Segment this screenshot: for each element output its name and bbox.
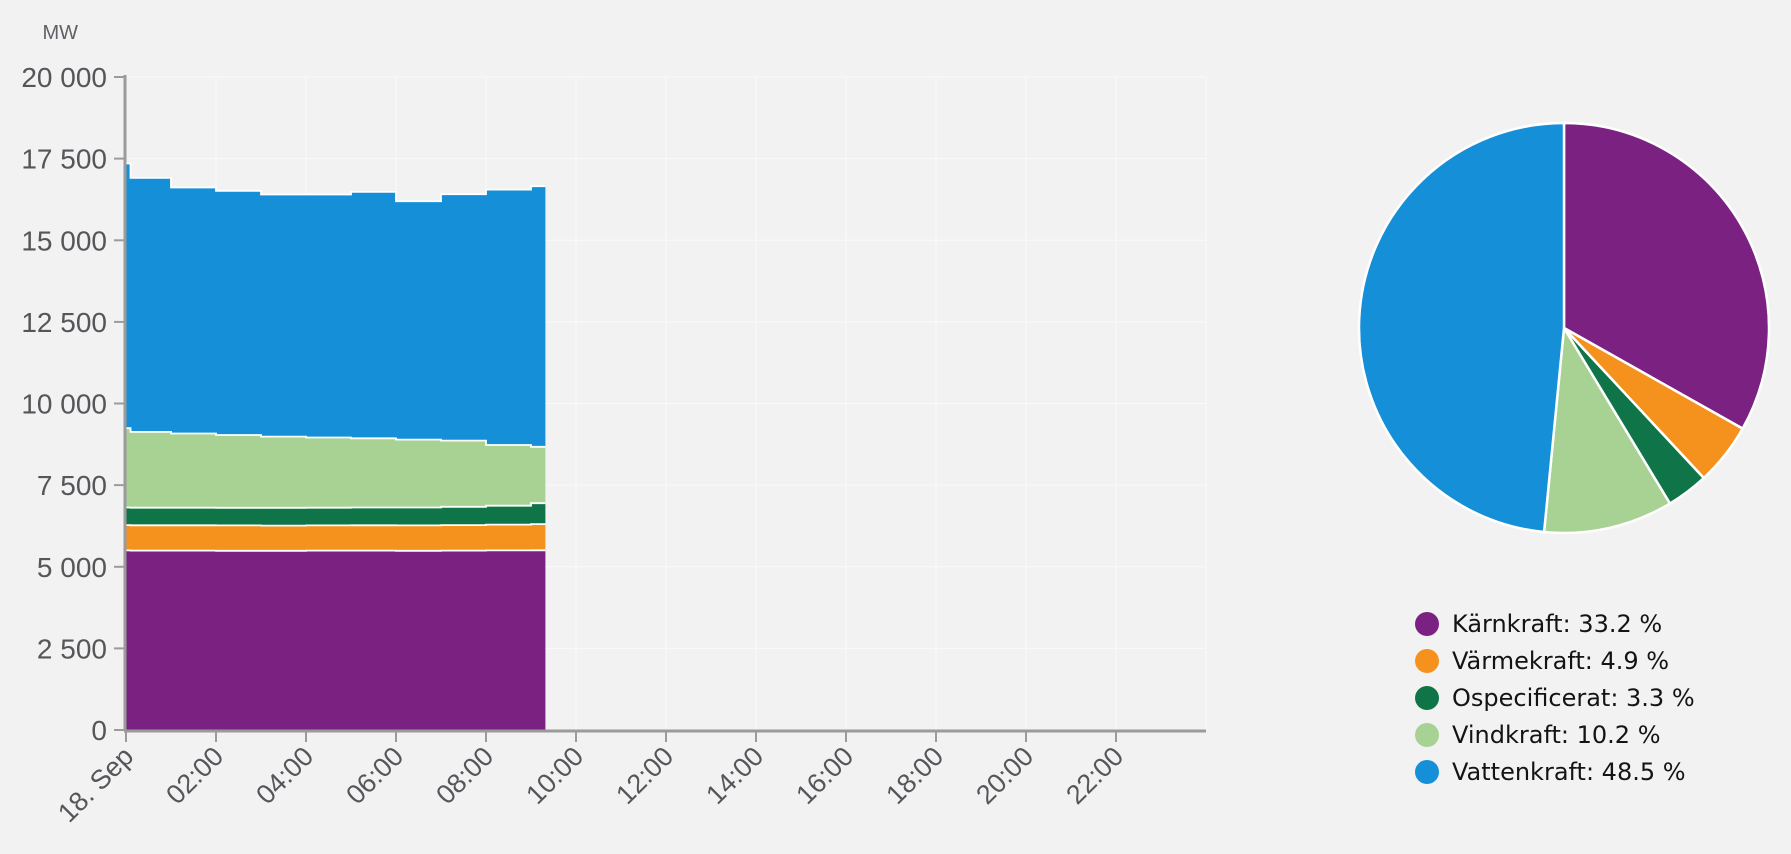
y-axis-label: 20 000 bbox=[21, 62, 107, 93]
area-border-karnkraft bbox=[126, 549, 546, 552]
x-axis-label: 06:00 bbox=[340, 741, 409, 810]
pie-slice-vindkraft[interactable] bbox=[1542, 326, 1672, 535]
x-axis-label: 14:00 bbox=[700, 741, 769, 810]
legend-swatch-vattenkraft bbox=[1415, 759, 1439, 784]
area-series-varmekraft[interactable] bbox=[126, 524, 546, 551]
area-border-vattenkraft bbox=[126, 162, 546, 203]
pie-legend: Kärnkraft: 33.2 % Värmekraft: 4.9 % Ospe… bbox=[1415, 605, 1695, 790]
x-axis-label: 22:00 bbox=[1060, 741, 1129, 810]
y-axis-label: 15 000 bbox=[21, 225, 107, 256]
x-axis-label: 20:00 bbox=[970, 741, 1039, 810]
legend-swatch-vindkraft bbox=[1415, 722, 1439, 747]
x-axis-label: 04:00 bbox=[250, 741, 319, 810]
area-border-vindkraft bbox=[126, 427, 546, 448]
area-border-ospecificerat bbox=[126, 502, 546, 509]
x-axis-label: 10:00 bbox=[520, 741, 589, 810]
legend-item-vattenkraft[interactable]: Vattenkraft: 48.5 % bbox=[1415, 753, 1695, 790]
y-axis-label: 10 000 bbox=[21, 389, 107, 420]
y-axis-label: 0 bbox=[91, 715, 107, 746]
x-axis-label: 18:00 bbox=[880, 741, 949, 810]
legend-label-vattenkraft: Vattenkraft: 48.5 % bbox=[1452, 757, 1686, 786]
area-series-karnkraft[interactable] bbox=[126, 550, 546, 730]
y-axis-label: 5 000 bbox=[37, 552, 107, 583]
legend-swatch-varmekraft bbox=[1415, 648, 1439, 673]
legend-item-karnkraft[interactable]: Kärnkraft: 33.2 % bbox=[1415, 605, 1695, 642]
legend-label-karnkraft: Kärnkraft: 33.2 % bbox=[1452, 609, 1663, 638]
x-axis-label: 12:00 bbox=[610, 741, 679, 810]
y-axis-label: 2 500 bbox=[37, 633, 107, 664]
area-series-ospecificerat[interactable] bbox=[126, 503, 546, 526]
legend-item-varmekraft[interactable]: Värmekraft: 4.9 % bbox=[1415, 642, 1695, 679]
area-series-vattenkraft[interactable] bbox=[126, 163, 546, 447]
y-axis-label: 7 500 bbox=[37, 470, 107, 501]
legend-label-ospecificerat: Ospecificerat: 3.3 % bbox=[1452, 683, 1695, 712]
y-axis-label: 12 500 bbox=[21, 307, 107, 338]
pie-chart[interactable] bbox=[1349, 113, 1779, 543]
area-border-varmekraft bbox=[126, 523, 546, 527]
legend-item-vindkraft[interactable]: Vindkraft: 10.2 % bbox=[1415, 716, 1695, 753]
x-axis-label: 08:00 bbox=[430, 741, 499, 810]
pie-slice-vattenkraft[interactable] bbox=[1357, 121, 1566, 534]
x-axis-label: 18. Sep bbox=[52, 741, 139, 828]
area-series-group bbox=[126, 162, 546, 730]
legend-swatch-karnkraft bbox=[1415, 611, 1439, 636]
legend-swatch-ospecificerat bbox=[1415, 685, 1439, 710]
legend-label-varmekraft: Värmekraft: 4.9 % bbox=[1452, 646, 1670, 675]
x-axis-label: 16:00 bbox=[790, 741, 859, 810]
area-series-vindkraft[interactable] bbox=[126, 428, 546, 508]
legend-label-vindkraft: Vindkraft: 10.2 % bbox=[1452, 720, 1661, 749]
y-axis-label: 17 500 bbox=[21, 144, 107, 175]
y-axis-unit-label: MW bbox=[42, 22, 78, 44]
x-axis-label: 02:00 bbox=[160, 741, 229, 810]
pie-slice-karnkraft[interactable] bbox=[1562, 121, 1771, 430]
legend-item-ospecificerat[interactable]: Ospecificerat: 3.3 % bbox=[1415, 679, 1695, 716]
